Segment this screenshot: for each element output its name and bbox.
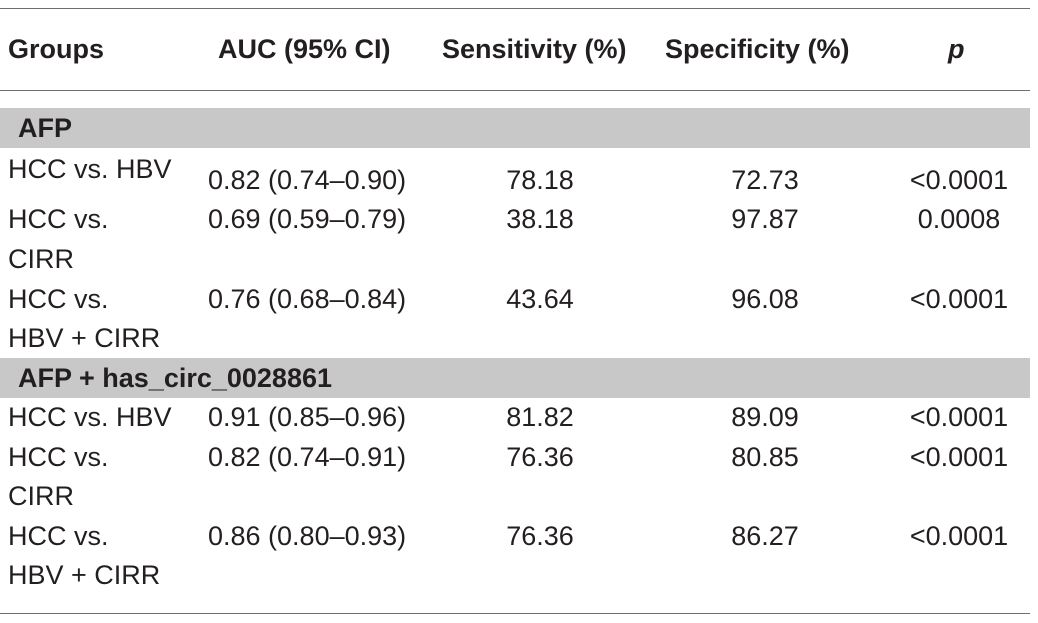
row-group-label: HCC vs. <box>8 284 109 314</box>
row-specificity: 72.73 <box>731 165 799 195</box>
row-group-label: HCC vs. HBV <box>8 154 172 184</box>
row-group-label: HCC vs. <box>8 204 109 234</box>
row-specificity: 89.09 <box>731 402 799 432</box>
row-p-value: <0.0001 <box>909 284 1009 314</box>
header-specificity: Specificity (%) <box>665 34 850 64</box>
row-auc: 0.86 (0.80–0.93) <box>208 521 407 551</box>
section-title: AFP <box>18 113 72 143</box>
row-sensitivity: 38.18 <box>506 204 574 234</box>
table-top-rule <box>0 8 1030 9</box>
header-sensitivity: Sensitivity (%) <box>442 34 627 64</box>
row-p-value: 0.0008 <box>917 204 1001 234</box>
row-specificity: 80.85 <box>731 442 799 472</box>
row-auc: 0.69 (0.59–0.79) <box>208 204 407 234</box>
row-auc: 0.82 (0.74–0.91) <box>208 442 407 472</box>
row-p-value: <0.0001 <box>909 402 1009 432</box>
row-p-value: <0.0001 <box>909 165 1009 195</box>
section-header-afp-circ: AFP + has_circ_0028861 <box>0 358 1030 398</box>
row-auc: 0.91 (0.85–0.96) <box>208 402 407 432</box>
row-auc: 0.76 (0.68–0.84) <box>208 284 407 314</box>
row-sensitivity: 81.82 <box>506 402 574 432</box>
row-group-label-line2: HBV + CIRR <box>8 560 161 590</box>
row-group-label-line2: CIRR <box>8 481 74 511</box>
header-groups: Groups <box>8 34 105 64</box>
row-group-label: HCC vs. <box>8 521 109 551</box>
section-title: AFP + has_circ_0028861 <box>18 363 332 393</box>
row-sensitivity: 76.36 <box>506 442 574 472</box>
row-sensitivity: 76.36 <box>506 521 574 551</box>
row-group-label: HCC vs. HBV <box>8 402 172 432</box>
row-specificity: 96.08 <box>731 284 799 314</box>
row-specificity: 97.87 <box>731 204 799 234</box>
row-sensitivity: 78.18 <box>506 165 574 195</box>
row-specificity: 86.27 <box>731 521 799 551</box>
header-auc: AUC (95% CI) <box>218 34 391 64</box>
row-group-label: HCC vs. <box>8 442 109 472</box>
row-p-value: <0.0001 <box>909 521 1009 551</box>
section-header-afp: AFP <box>0 108 1030 148</box>
table-bottom-rule <box>0 613 1030 614</box>
row-auc: 0.82 (0.74–0.90) <box>208 165 407 195</box>
row-group-label-line2: HBV + CIRR <box>8 323 161 353</box>
row-group-label-line2: CIRR <box>8 244 74 274</box>
row-sensitivity: 43.64 <box>506 284 574 314</box>
header-p: p <box>948 34 965 64</box>
header-bottom-rule <box>0 90 1030 91</box>
row-p-value: <0.0001 <box>909 442 1009 472</box>
